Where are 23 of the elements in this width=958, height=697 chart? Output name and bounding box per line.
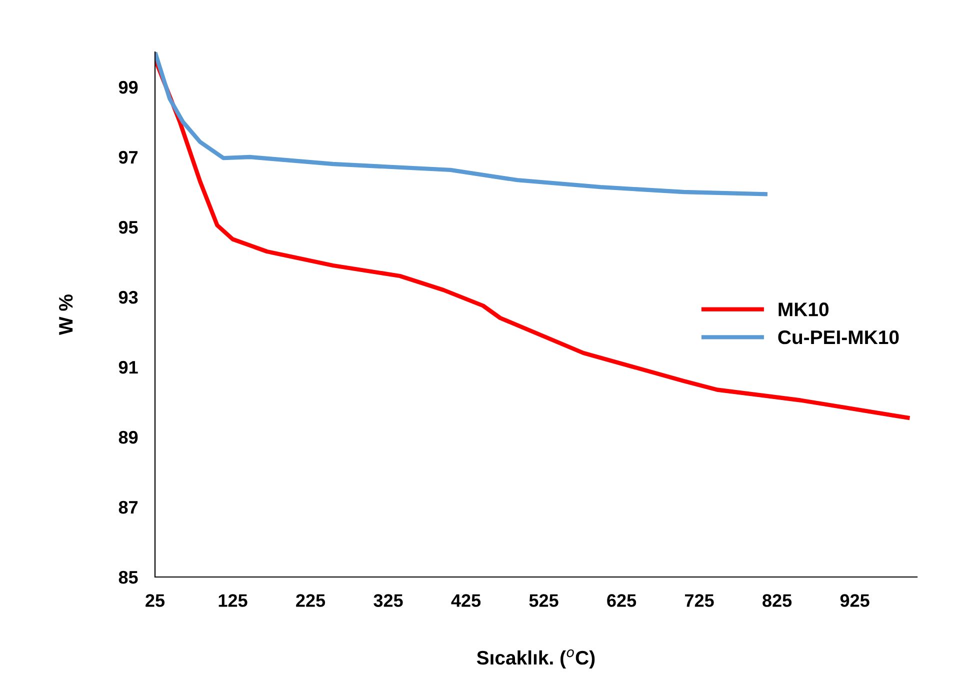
line-series (155, 52, 768, 196)
y-tick-label: 87 (118, 500, 138, 514)
y-tick-label: 95 (118, 220, 138, 234)
x-tick-label: 225 (296, 594, 326, 607)
y-tick-label: 91 (118, 360, 138, 374)
x-axis-title: Sıcaklık. ($^{o}$C) (476, 649, 595, 668)
x-tick-label: 625 (607, 594, 636, 607)
x-tick-label: 125 (218, 594, 248, 607)
y-tick-label: 99 (118, 80, 138, 94)
x-tick-label: 325 (374, 594, 403, 607)
x-tick-label: 925 (840, 594, 870, 607)
x-tick-label: 425 (451, 594, 481, 607)
legend-label: Cu-PEI-MK10 (778, 330, 899, 344)
legend-label: MK10 (778, 302, 828, 316)
y-tick-label: 89 (118, 430, 138, 444)
y-tick-label: 85 (118, 570, 138, 584)
x-tick-label: 825 (762, 594, 792, 607)
y-tick-label: 97 (118, 150, 138, 164)
x-tick-label: 725 (685, 594, 714, 607)
y-axis-title: W % (59, 294, 73, 336)
x-tick-label: 525 (529, 594, 558, 607)
y-tick-label: 93 (118, 290, 138, 304)
x-tick-label: 25 (146, 594, 165, 607)
